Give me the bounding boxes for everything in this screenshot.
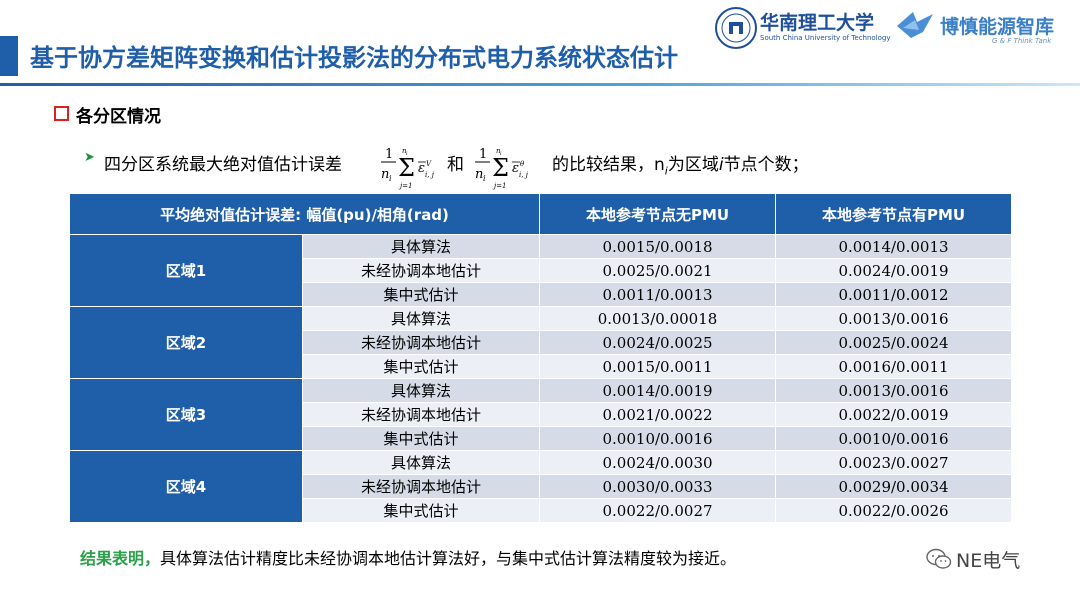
svg-text:i: i	[483, 174, 486, 183]
no-pmu-cell: 0.0013/0.00018	[539, 306, 777, 331]
formula-angle-error: 1 n i Σ n i j=1 ε θ i, j	[475, 147, 529, 190]
table-row: 区域4 具体算法 0.0024/0.0030 0.0023/0.0027	[69, 450, 1013, 523]
svg-text:Σ: Σ	[492, 154, 509, 182]
method-cell: 具体算法	[301, 306, 541, 331]
description-suffix: 的比较结果，ni为区域i节点个数；	[552, 155, 809, 178]
no-pmu-cell: 0.0011/0.0013	[539, 282, 777, 307]
table-row: 区域1 具体算法 0.0015/0.0018 0.0014/0.0013	[69, 234, 1013, 307]
with-pmu-cell: 0.0014/0.0013	[775, 234, 1013, 259]
table-row: 集中式估计 0.0015/0.0011 0.0016/0.0011	[70, 354, 1013, 379]
svg-text:i: i	[389, 174, 392, 183]
svg-text:θ: θ	[520, 160, 525, 168]
page-title: 基于协方差矩阵变换和估计投影法的分布式电力系统状态估计	[30, 44, 678, 72]
title-accent-bar	[0, 36, 18, 76]
method-cell: 集中式估计	[301, 498, 541, 523]
section-label: 各分区情况	[76, 107, 161, 127]
method-cell: 具体算法	[301, 450, 541, 475]
with-pmu-cell: 0.0022/0.0019	[775, 402, 1013, 427]
no-pmu-cell: 0.0015/0.0018	[539, 234, 777, 259]
header-no-pmu: 本地参考节点无PMU	[539, 193, 777, 235]
no-pmu-cell: 0.0024/0.0030	[539, 450, 777, 475]
with-pmu-cell: 0.0011/0.0012	[775, 282, 1013, 307]
svg-text:i: i	[500, 151, 502, 157]
with-pmu-cell: 0.0022/0.0026	[775, 498, 1013, 523]
region-label: 区域1	[69, 234, 303, 307]
svg-text:j=1: j=1	[398, 182, 413, 190]
no-pmu-cell: 0.0022/0.0027	[539, 498, 777, 523]
no-pmu-cell: 0.0015/0.0011	[539, 354, 777, 379]
method-cell: 集中式估计	[301, 354, 541, 379]
no-pmu-cell: 0.0021/0.0022	[539, 402, 777, 427]
table-row: 未经协调本地估计 0.0030/0.0033 0.0029/0.0034	[70, 474, 1013, 499]
results-table: 平均绝对值估计误差: 幅值(pu)/相角(rad) 本地参考节点无PMU 本地参…	[68, 193, 1013, 523]
svg-text:i: i	[406, 151, 408, 157]
with-pmu-cell: 0.0024/0.0019	[775, 258, 1013, 283]
method-cell: 未经协调本地估计	[301, 402, 541, 427]
header-with-pmu: 本地参考节点有PMU	[775, 193, 1013, 235]
scut-logo-en: South China University of Technology	[760, 34, 891, 42]
svg-text:V: V	[426, 160, 432, 168]
svg-text:1: 1	[385, 147, 393, 162]
with-pmu-cell: 0.0013/0.0016	[775, 306, 1013, 331]
formula-magnitude-error: 1 n i Σ n i j=1 ε V i, j	[381, 147, 435, 190]
title-divider	[0, 83, 1080, 86]
with-pmu-cell: 0.0029/0.0034	[775, 474, 1013, 499]
svg-text:j=1: j=1	[492, 182, 507, 190]
svg-text:n: n	[402, 147, 407, 155]
think-tank-logo-icon	[897, 12, 933, 38]
method-cell: 具体算法	[301, 234, 541, 259]
wechat-icon	[926, 548, 952, 569]
svg-text:n: n	[381, 167, 389, 182]
no-pmu-cell: 0.0030/0.0033	[539, 474, 777, 499]
with-pmu-cell: 0.0023/0.0027	[775, 450, 1013, 475]
svg-text:n: n	[496, 147, 501, 155]
description-conjunction: 和	[447, 155, 464, 175]
svg-text:1: 1	[479, 147, 487, 162]
svg-text:ε: ε	[512, 161, 519, 176]
no-pmu-cell: 0.0025/0.0021	[539, 258, 777, 283]
svg-text:i, j: i, j	[425, 171, 435, 179]
conclusion-body: 具体算法估计精度比未经协调本地估计算法好，与集中式估计算法精度较为接近。	[160, 549, 737, 568]
conclusion-text: 结果表明，具体算法估计精度比未经协调本地估计算法好，与集中式估计算法精度较为接近…	[80, 545, 736, 569]
method-cell: 未经协调本地估计	[301, 258, 541, 283]
no-pmu-cell: 0.0014/0.0019	[539, 378, 777, 403]
with-pmu-cell: 0.0025/0.0024	[775, 330, 1013, 355]
table-row: 未经协调本地估计 0.0024/0.0025 0.0025/0.0024	[70, 330, 1013, 355]
header-error-type: 平均绝对值估计误差: 幅值(pu)/相角(rad)	[68, 193, 541, 235]
think-tank-logo-text: 博慎能源智库	[940, 16, 1055, 38]
table-row: 未经协调本地估计 0.0025/0.0021 0.0024/0.0019	[70, 258, 1013, 283]
with-pmu-cell: 0.0010/0.0016	[775, 426, 1013, 451]
with-pmu-cell: 0.0013/0.0016	[775, 378, 1013, 403]
footer-brand: NE电气	[956, 550, 1021, 572]
method-cell: 集中式估计	[301, 282, 541, 307]
method-cell: 具体算法	[301, 378, 541, 403]
region-label: 区域4	[69, 450, 303, 523]
svg-text:n: n	[475, 167, 483, 182]
table-row: 区域2 具体算法 0.0013/0.00018 0.0013/0.0016	[69, 306, 1013, 379]
conclusion-highlight: 结果表明，	[80, 549, 161, 568]
region-label: 区域2	[69, 306, 303, 379]
table-row: 集中式估计 0.0010/0.0016 0.0010/0.0016	[70, 426, 1013, 451]
svg-text:ε: ε	[418, 161, 425, 176]
think-tank-logo-en: G & F Think Tank	[992, 37, 1052, 45]
table-row: 区域3 具体算法 0.0014/0.0019 0.0013/0.0016	[69, 378, 1013, 451]
svg-text:Σ: Σ	[398, 154, 415, 182]
arrow-bullet-icon: ➤	[84, 150, 95, 165]
region-label: 区域3	[69, 378, 303, 451]
scut-emblem-icon	[715, 7, 757, 49]
description-prefix: 四分区系统最大绝对值估计误差	[104, 155, 342, 175]
no-pmu-cell: 0.0024/0.0025	[539, 330, 777, 355]
method-cell: 集中式估计	[301, 426, 541, 451]
with-pmu-cell: 0.0016/0.0011	[775, 354, 1013, 379]
no-pmu-cell: 0.0010/0.0016	[539, 426, 777, 451]
method-cell: 未经协调本地估计	[301, 474, 541, 499]
scut-logo-text: 华南理工大学	[760, 12, 875, 34]
svg-text:i, j: i, j	[519, 171, 529, 179]
section-square-icon	[54, 106, 69, 121]
method-cell: 未经协调本地估计	[301, 330, 541, 355]
table-row: 集中式估计 0.0022/0.0027 0.0022/0.0026	[70, 498, 1013, 523]
